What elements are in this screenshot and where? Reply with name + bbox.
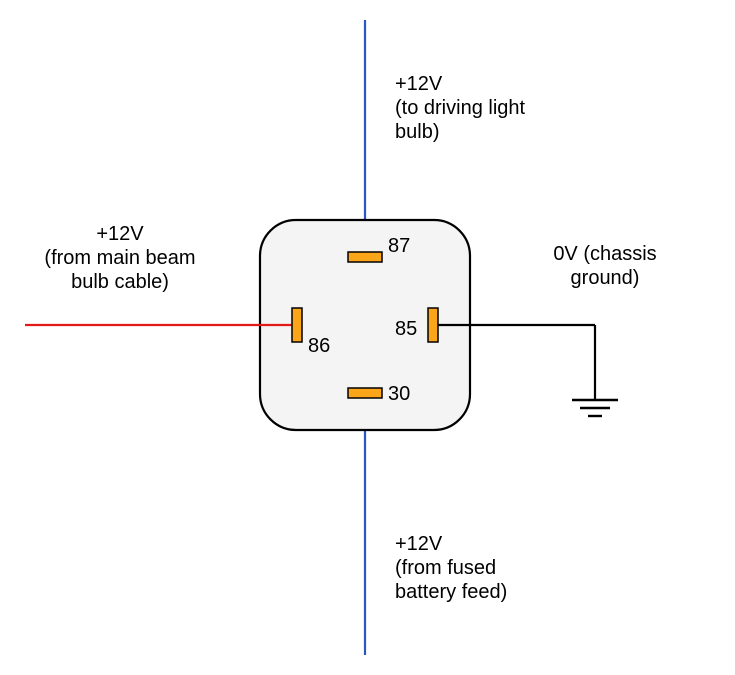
pin-label-30: 30 [388,383,410,405]
label-top: +12V (to driving light bulb) [395,73,526,143]
label-right: 0V (chassis ground) [553,243,656,289]
ground-symbol-icon [572,400,618,416]
pin-label-87: 87 [388,235,410,257]
svg-text:+12V: +12V [395,533,443,555]
pin-87 [348,252,382,262]
svg-text:battery feed): battery feed) [395,581,507,603]
svg-text:+12V: +12V [96,223,144,245]
pin-30 [348,388,382,398]
svg-text:(to driving light: (to driving light [395,97,526,119]
pin-85 [428,308,438,342]
label-bottom: +12V (from fused battery feed) [395,533,507,603]
svg-text:(from main beam: (from main beam [44,247,195,269]
pin-label-85: 85 [395,318,417,340]
svg-text:0V (chassis: 0V (chassis [553,243,656,265]
svg-text:+12V: +12V [395,73,443,95]
svg-text:bulb cable): bulb cable) [71,271,169,293]
pin-label-86: 86 [308,335,330,357]
label-left: +12V (from main beam bulb cable) [44,223,195,293]
pin-86 [292,308,302,342]
svg-text:bulb): bulb) [395,121,439,143]
svg-text:(from fused: (from fused [395,557,496,579]
relay-wiring-diagram: 87 86 85 30 +12V (to driving light bulb)… [0,0,735,675]
svg-text:ground): ground) [571,267,640,289]
